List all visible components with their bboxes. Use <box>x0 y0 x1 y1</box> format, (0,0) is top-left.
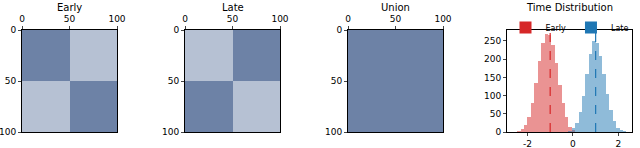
svg-text:50: 50 <box>331 76 343 86</box>
svg-text:50: 50 <box>64 14 76 24</box>
svg-text:0: 0 <box>173 25 179 35</box>
svg-text:50: 50 <box>227 14 239 24</box>
svg-text:100: 100 <box>484 91 501 101</box>
svg-text:-2: -2 <box>523 139 532 148</box>
svg-text:50: 50 <box>490 109 502 119</box>
svg-text:Union: Union <box>381 2 410 13</box>
svg-text:Late: Late <box>222 2 244 13</box>
svg-text:100: 100 <box>271 14 288 24</box>
svg-text:50: 50 <box>390 14 402 24</box>
svg-text:0: 0 <box>495 127 501 137</box>
svg-text:200: 200 <box>484 54 501 64</box>
svg-text:0: 0 <box>345 14 351 24</box>
svg-text:100: 100 <box>0 127 16 137</box>
svg-text:Time Distribution: Time Distribution <box>526 2 613 13</box>
svg-text:50: 50 <box>168 76 180 86</box>
svg-text:Early: Early <box>546 24 566 33</box>
svg-text:Early: Early <box>57 2 82 13</box>
svg-text:100: 100 <box>162 127 179 137</box>
svg-text:0: 0 <box>10 25 16 35</box>
svg-text:100: 100 <box>108 14 125 24</box>
svg-text:100: 100 <box>325 127 342 137</box>
svg-text:0: 0 <box>182 14 188 24</box>
svg-text:50: 50 <box>5 76 17 86</box>
svg-text:0: 0 <box>19 14 25 24</box>
svg-text:0: 0 <box>570 139 576 148</box>
svg-text:Late: Late <box>611 24 628 33</box>
svg-text:150: 150 <box>484 73 501 83</box>
svg-text:100: 100 <box>434 14 451 24</box>
svg-text:250: 250 <box>484 36 501 46</box>
svg-text:0: 0 <box>336 25 342 35</box>
svg-text:2: 2 <box>615 139 621 148</box>
